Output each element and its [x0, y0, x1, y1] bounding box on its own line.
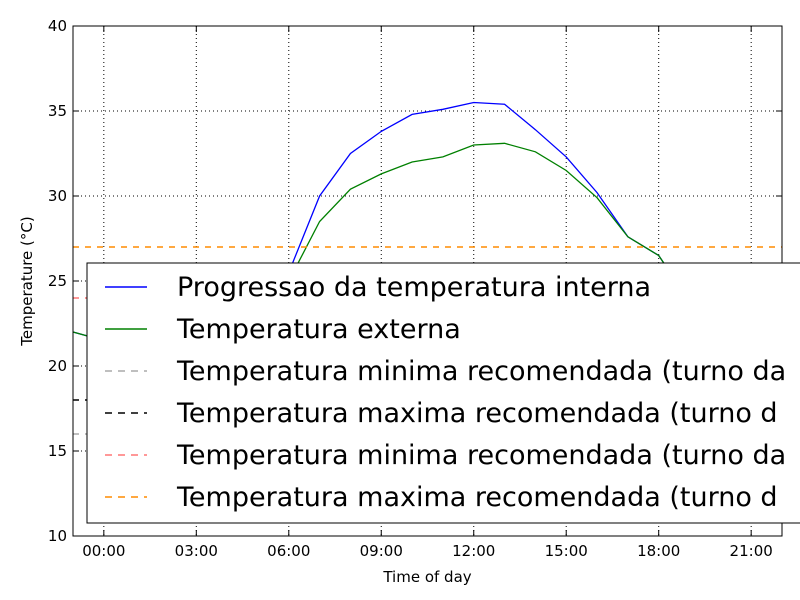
legend-box	[86, 262, 800, 524]
x-tick-label: 03:00	[175, 542, 218, 560]
x-tick-label: 15:00	[545, 542, 588, 560]
x-tick-label: 18:00	[637, 542, 680, 560]
legend-label: Temperatura externa	[176, 314, 461, 345]
legend-label: Progressao da temperatura interna	[177, 272, 651, 303]
x-tick-label: 12:00	[452, 542, 495, 560]
y-axis-label: Temperature (°C)	[18, 216, 36, 346]
x-tick-label: 06:00	[267, 542, 310, 560]
y-tick-label: 40	[48, 17, 67, 35]
y-tick-label: 30	[48, 187, 67, 205]
y-tick-label: 10	[48, 527, 67, 545]
legend-label: Temperatura minima recomendada (turno da	[176, 440, 786, 471]
legend-label: Temperatura maxima recomendada (turno d	[176, 398, 778, 429]
y-tick-label: 20	[48, 357, 67, 375]
y-tick-label: 25	[48, 272, 67, 290]
y-tick-label: 35	[48, 102, 67, 120]
axis-ticks: 00:00 03:00 06:00 09:00 12:00 15:00 18:00 21:00…	[48, 17, 782, 560]
x-tick-label: 00:00	[82, 542, 125, 560]
x-tick-label: 21:00	[730, 542, 773, 560]
x-axis-label: Time of day	[382, 568, 471, 586]
legend-label: Temperatura maxima recomendada (turno d	[176, 482, 778, 513]
legend-label: Temperatura minima recomendada (turno da	[176, 356, 786, 387]
legend: Progressao da temperatura interna Tempera…	[86, 262, 800, 524]
y-tick-label: 15	[48, 442, 67, 460]
x-tick-label: 09:00	[360, 542, 403, 560]
